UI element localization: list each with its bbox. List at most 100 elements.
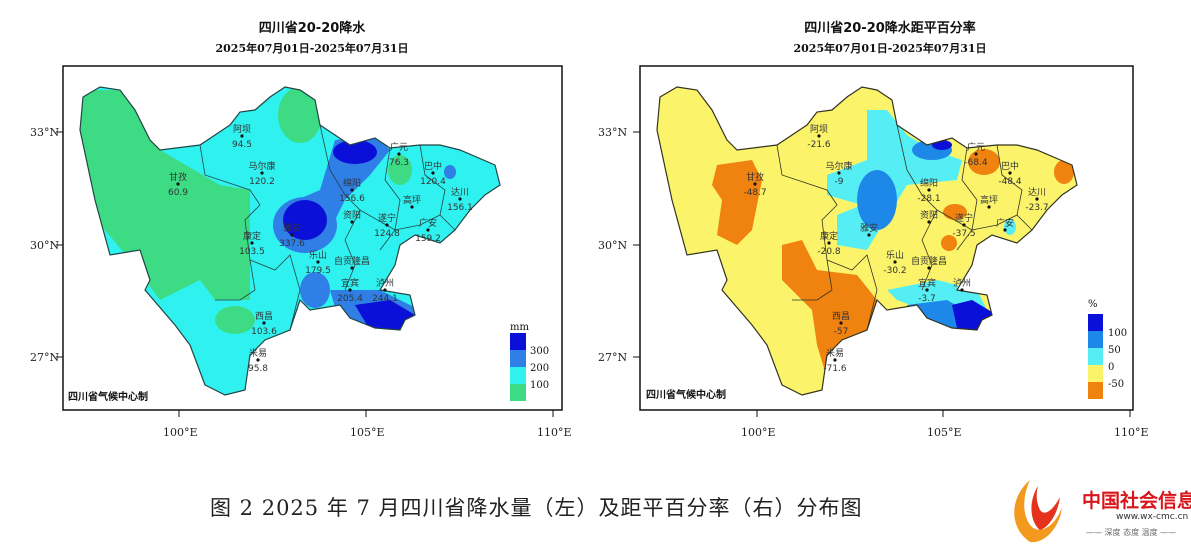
station: 雅安 337.6 [279,222,305,249]
legend-swatch [510,350,526,367]
legend-swatch [1088,382,1103,399]
station-name: 阿坝 [810,124,828,135]
station-value: 95.8 [248,364,268,374]
station: 高坪 [980,194,998,209]
station-name: 宜宾 [918,277,936,289]
station-dot-icon [753,182,757,186]
station-dot-icon [256,358,260,362]
station: 乐山 179.5 [305,249,331,276]
station-name: 广安 [419,217,437,229]
left-map-title: 四川省20-20降水 [259,20,367,36]
left-lat-axis: 33°N 30°N 27°N [30,126,63,364]
station-value: 244.1 [372,294,398,304]
station: 广元 -68.4 [964,141,988,168]
station-dot-icon [250,241,254,245]
station: 广安 159.2 [415,217,441,244]
figure-caption: 图 2 2025 年 7 月四川省降水量（左）及距平百分率（右）分布图 [210,496,863,520]
station-value: 179.5 [305,266,331,276]
lat-label: 33°N [30,126,59,139]
legend-level: -50 [1108,379,1124,390]
station-dot-icon [839,321,843,325]
station: 西昌 -57 [832,311,850,337]
legend-unit: % [1088,299,1098,310]
station: 宜宾 -3.7 [918,277,936,304]
station-name: 自贡隆昌 [334,255,370,267]
watermark-name: 中国社会信息网 [1082,490,1191,512]
station-value: -3.7 [918,294,936,304]
station-dot-icon [925,288,929,292]
station-dot-icon [385,223,389,227]
station-dot-icon [260,171,264,175]
station-dot-icon [974,152,978,156]
station-name: 广安 [996,217,1014,229]
station-value: 120.2 [249,177,275,187]
legend-level: 300 [530,346,549,357]
station-value: -21.6 [807,140,831,150]
station: 达川 -23.7 [1025,186,1048,213]
station: 西昌 103.6 [251,311,277,337]
station-name: 马尔康 [248,160,275,172]
station-dot-icon [316,260,320,264]
station-value: -68.4 [964,158,988,168]
station-name: 乐山 [886,249,904,261]
legend-level: 0 [1108,362,1114,373]
lon-label: 100°E [163,426,198,439]
flame-logo-icon [1014,480,1062,543]
station-name: 西昌 [832,311,850,322]
station-name: 巴中 [1001,160,1019,172]
station-name: 马尔康 [825,160,852,172]
station-value: 124.8 [374,229,400,239]
lat-label: 30°N [30,239,59,252]
station-name: 绵阳 [920,177,938,189]
station-dot-icon [927,188,931,192]
station: 康定 -20.8 [817,230,841,257]
station-value: -28.1 [917,194,940,204]
legend-swatch [1088,365,1103,382]
station-name: 自贡隆昌 [911,255,947,267]
station-name: 遂宁 [955,212,973,224]
station-name: 资阳 [343,210,361,221]
station-name: 绵阳 [343,177,361,189]
station: 遂宁 124.8 [374,212,400,239]
station-name: 阿坝 [233,124,251,135]
station-dot-icon [350,266,354,270]
station: 广安 [996,217,1014,232]
legend-swatch [1088,348,1103,365]
right-anomaly-map: 四川省20-20降水距平百分率 2025年07月01日-2025年07月31日 [598,20,1149,439]
station-value: -23.7 [1025,203,1048,213]
station-name: 广元 [967,141,985,153]
station-name: 西昌 [255,311,273,322]
station-dot-icon [1035,197,1039,201]
station-name: 广元 [390,141,408,153]
station-dot-icon [827,241,831,245]
left-stations: 阿坝 94.5 马尔康 120.2 甘孜 60.9 康定 103.5 西昌 103.6 米易 95.8… [168,124,473,374]
station-value: 60.9 [168,188,188,198]
station-name: 乐山 [309,249,327,261]
watermark-url: www.wx-cmc.cn [1116,512,1189,522]
station-name: 达川 [1028,186,1046,198]
station-dot-icon [837,171,841,175]
legend-swatch [510,333,526,350]
station-name: 雅安 [283,222,301,234]
station-value: -48.4 [998,177,1022,187]
lat-label: 30°N [598,239,627,252]
station-name: 米易 [249,347,267,359]
station: 资阳 [920,210,938,224]
station-name: 米易 [826,347,844,359]
station: 绵阳 -28.1 [917,177,940,204]
station-name: 甘孜 [746,171,764,183]
lon-label: 105°E [350,426,385,439]
right-prefecture-borders [776,124,1033,331]
station-value: -48.7 [743,188,766,198]
station-name: 宜宾 [341,277,359,289]
station-name: 资阳 [920,210,938,221]
station-dot-icon [458,197,462,201]
station-dot-icon [867,233,871,237]
station: 绵阳 156.6 [339,177,365,204]
station-dot-icon [383,288,387,292]
lon-label: 110°E [537,426,572,439]
station-dot-icon [350,188,354,192]
legend-level: 50 [1108,345,1121,356]
station: 宜宾 205.4 [337,277,363,304]
station-dot-icon [960,288,964,292]
